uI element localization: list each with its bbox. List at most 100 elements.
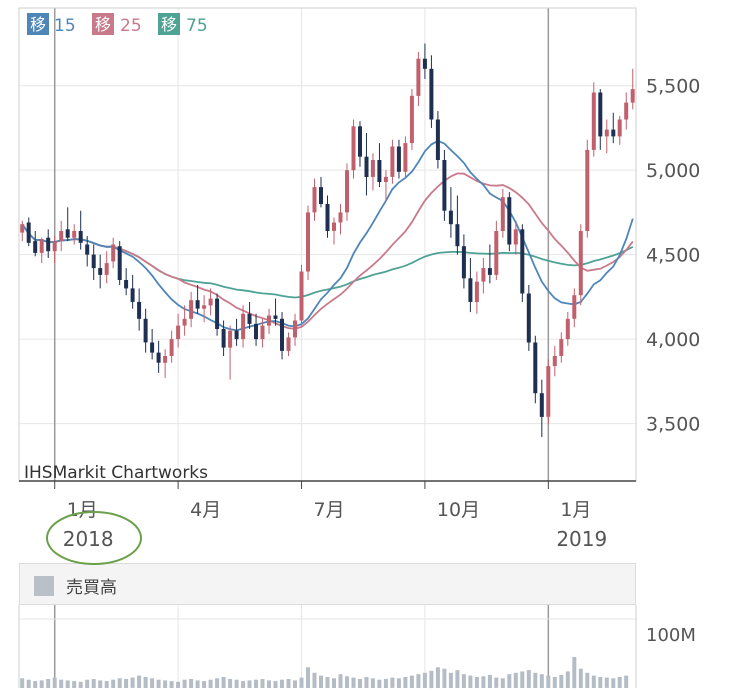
- x-tick-label-4: 1月: [560, 499, 591, 521]
- candle-body-84: [565, 318, 570, 340]
- volume-bar-51: [351, 677, 356, 688]
- candle-body-22: [163, 356, 168, 363]
- y-tick-label-4: 5,500: [646, 76, 700, 98]
- candle-body-11: [91, 254, 96, 269]
- volume-bar-7: [65, 680, 70, 688]
- candle-body-77: [520, 229, 525, 294]
- ma75-badge[interactable]: [158, 13, 180, 35]
- volume-bar-25: [182, 679, 187, 688]
- candle-body-66: [448, 210, 453, 225]
- candle-body-9: [78, 231, 83, 243]
- volume-bar-58: [396, 678, 401, 688]
- candle-body-3: [39, 239, 44, 253]
- ma-legend[interactable]: 移 15 移 25 移 75: [27, 13, 208, 36]
- candle-body-55: [377, 160, 382, 182]
- volume-bar-18: [137, 675, 142, 688]
- volume-bar-78: [526, 670, 531, 688]
- candle-body-93: [624, 102, 629, 120]
- candle-body-89: [598, 92, 603, 137]
- candle-body-5: [52, 241, 57, 252]
- volume-bar-89: [598, 677, 603, 688]
- candle-body-15: [117, 246, 122, 280]
- volume-bar-30: [215, 678, 220, 688]
- candle-body-94: [630, 89, 635, 103]
- volume-bar-48: [332, 678, 336, 688]
- candle-body-42: [293, 320, 297, 338]
- candle-body-49: [338, 212, 343, 223]
- volume-bar-16: [124, 679, 129, 688]
- volume-bar-65: [442, 668, 447, 688]
- ma15-badge[interactable]: [27, 13, 49, 35]
- volume-bar-29: [208, 679, 213, 688]
- ma15-line: [21, 139, 634, 332]
- volume-bar-77: [520, 671, 525, 688]
- candle-body-78: [526, 293, 531, 343]
- candles: [20, 43, 635, 438]
- volume-bar-10: [85, 679, 90, 688]
- candle-body-60: [409, 95, 414, 144]
- candle-body-45: [312, 187, 317, 213]
- candle-body-62: [422, 58, 427, 69]
- volume-bar-6: [59, 679, 64, 688]
- candle-body-29: [208, 298, 213, 306]
- volume-bar-19: [143, 677, 148, 688]
- volume-bar-64: [435, 667, 440, 688]
- candle-body-34: [241, 313, 246, 340]
- candle-body-87: [585, 149, 590, 231]
- volume-bar-59: [403, 677, 408, 688]
- candle-body-54: [370, 160, 375, 177]
- volume-bar-52: [358, 679, 362, 688]
- candle-body-12: [98, 268, 103, 275]
- ma15-badge-text: 移: [30, 15, 46, 34]
- candle-body-74: [500, 197, 505, 231]
- candle-body-6: [59, 231, 64, 242]
- volume-bar-85: [572, 657, 577, 689]
- candle-body-90: [604, 129, 609, 137]
- candle-body-30: [215, 298, 220, 329]
- candle-body-46: [319, 187, 323, 204]
- volume-bar-27: [195, 680, 200, 688]
- volume-bar-5: [52, 677, 57, 688]
- y-axis: 3,500 4,000 4,500 5,000 5,500: [646, 76, 700, 436]
- y-tick-label-3: 5,000: [646, 160, 700, 182]
- volume-bar-50: [345, 676, 349, 688]
- volume-bar-2: [33, 681, 38, 688]
- candle-body-82: [552, 356, 557, 367]
- volume-bar-87: [585, 672, 590, 688]
- volume-bar-60: [409, 675, 414, 688]
- x-tick-label-3: 10月: [437, 499, 480, 521]
- volume-bar-82: [552, 677, 557, 688]
- volume-bar-24: [176, 681, 181, 688]
- candle-body-79: [533, 342, 538, 394]
- volume-legend-label: 売買高: [66, 578, 117, 598]
- volume-bar-11: [91, 679, 96, 688]
- volume-axis-label: 100M: [646, 625, 696, 646]
- candle-body-80: [539, 393, 544, 417]
- candle-body-32: [228, 330, 233, 348]
- candle-body-48: [332, 222, 336, 231]
- candle-body-50: [345, 170, 349, 213]
- volume-bar-63: [429, 670, 434, 689]
- candle-body-63: [429, 68, 434, 120]
- volume-bar-37: [260, 679, 265, 688]
- candle-body-75: [507, 197, 512, 245]
- ma75-period: 75: [186, 16, 208, 36]
- chart-frame: [18, 7, 637, 688]
- candle-body-28: [202, 305, 207, 309]
- volume-bar-36: [254, 679, 258, 688]
- volume-bar-45: [312, 672, 317, 688]
- volume-bar-12: [98, 680, 103, 688]
- ma25-badge[interactable]: [92, 13, 114, 35]
- volume-bar-81: [546, 675, 551, 688]
- ma15-period: 15: [54, 16, 76, 36]
- candle-body-39: [273, 315, 278, 319]
- volume-bar-76: [513, 672, 518, 688]
- candle-body-37: [260, 325, 265, 340]
- candle-body-10: [85, 244, 90, 255]
- volume-bar-34: [241, 681, 246, 688]
- volume-bar-49: [338, 674, 343, 688]
- volume-legend[interactable]: 売買高: [34, 576, 117, 598]
- volume-bar-75: [507, 674, 512, 688]
- candle-body-23: [169, 339, 174, 356]
